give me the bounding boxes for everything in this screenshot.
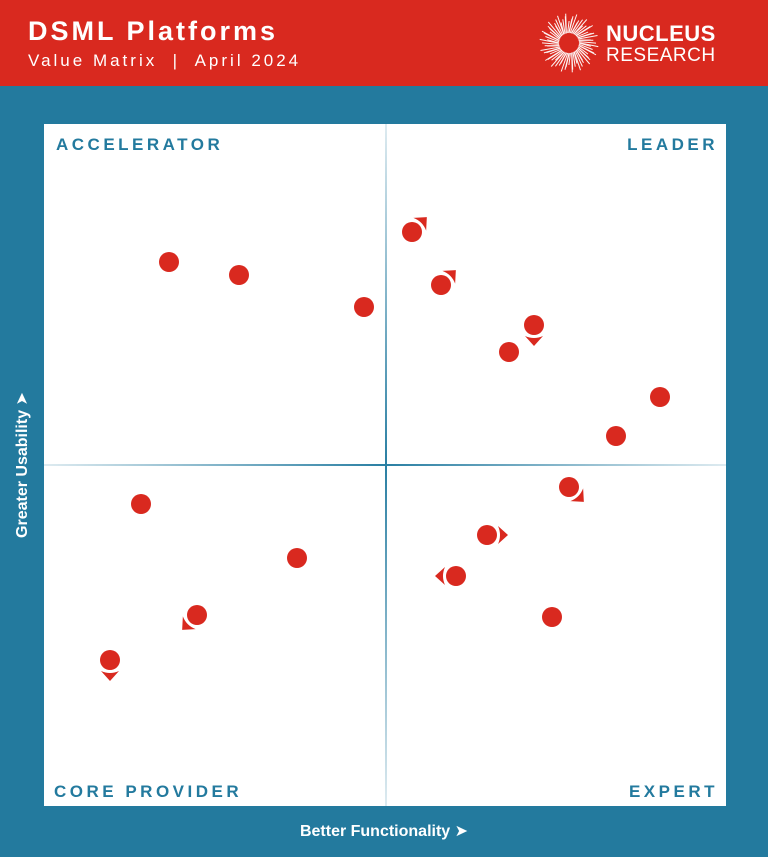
point-marker-icon (559, 477, 579, 497)
point-marker-icon (606, 426, 626, 446)
point-marker-icon (542, 607, 562, 627)
header-banner: DSML Platforms Value Matrix | April 2024… (0, 0, 768, 86)
movement-arrow-icon (182, 616, 196, 630)
point-marker-icon (499, 342, 519, 362)
point-marker-icon (159, 252, 179, 272)
point-marker-icon (446, 566, 466, 586)
point-marker-icon (354, 297, 374, 317)
point-marker-icon (477, 525, 497, 545)
quadrant-label-leader: LEADER (627, 135, 718, 154)
quadrant-label-core-provider: CORE PROVIDER (54, 782, 243, 801)
movement-arrow-icon (525, 333, 543, 346)
logo-text-research: RESEARCH (606, 45, 716, 66)
point-marker-icon (431, 275, 451, 295)
chart-title: DSML Platforms (28, 16, 279, 46)
movement-arrow-icon (101, 668, 119, 681)
movement-arrow-icon (413, 217, 427, 231)
starburst-logo-icon (539, 13, 599, 73)
point-marker-icon (229, 265, 249, 285)
horizontal-divider (44, 464, 726, 466)
point-marker-icon (131, 494, 151, 514)
point-marker-icon (650, 387, 670, 407)
chart-subtitle: Value Matrix | April 2024 (28, 51, 302, 70)
y-axis-text: Greater Usability ➤ (14, 392, 31, 538)
point-marker-icon (402, 222, 422, 242)
point-marker-icon (524, 315, 544, 335)
logo-text-nucleus: NUCLEUS (606, 21, 716, 46)
quadrant-label-expert: EXPERT (628, 782, 718, 801)
nucleus-research-logo: NUCLEUS RESEARCH (538, 12, 758, 74)
quadrant-label-accelerator: ACCELERATOR (56, 135, 224, 154)
x-axis-label: Better Functionality ➤ (299, 823, 469, 840)
movement-arrow-icon (435, 567, 448, 585)
point-marker-icon (287, 548, 307, 568)
movement-arrow-icon (442, 270, 456, 284)
movement-arrow-icon (495, 526, 508, 544)
value-matrix-plot: ACCELERATOR LEADER CORE PROVIDER EXPERT (44, 124, 726, 806)
point-marker-icon (100, 650, 120, 670)
point-marker-icon (187, 605, 207, 625)
movement-arrow-icon (570, 488, 584, 502)
